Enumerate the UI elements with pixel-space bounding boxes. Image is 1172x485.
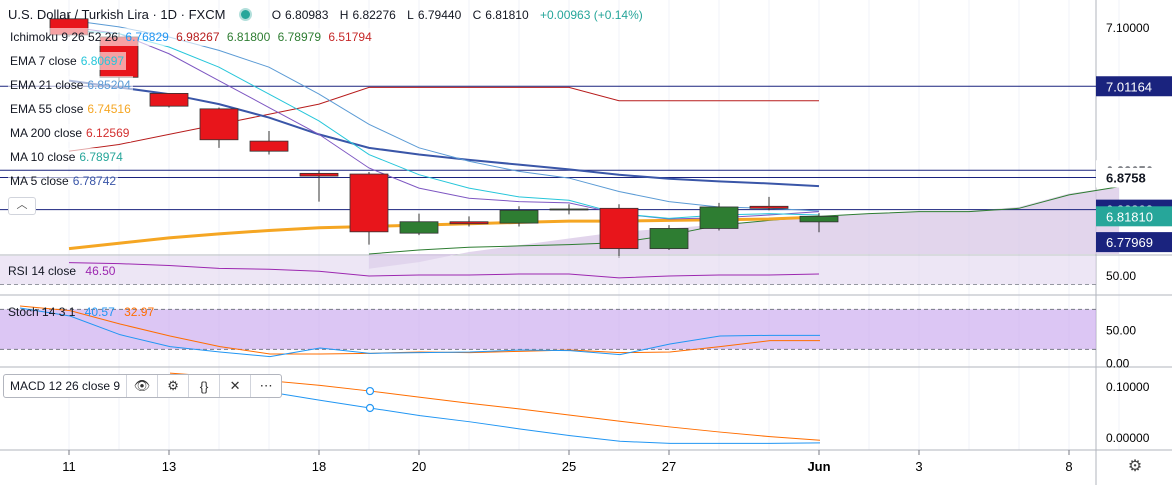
price-tag	[1096, 206, 1172, 227]
macd-tick-label: 0.00000	[1106, 431, 1150, 445]
legend-ema55[interactable]: EMA 55 close 6.74516	[8, 100, 133, 118]
macd-signal-marker	[365, 386, 375, 396]
candle-body	[199, 108, 239, 141]
macd-label: MACD 12 26 close 9	[10, 379, 121, 393]
ema21-line	[68, 19, 820, 212]
chart-settings-gear-icon[interactable]: ⚙	[1127, 458, 1143, 475]
stoch-tick-label: 0.00	[1106, 357, 1130, 371]
open-value: 6.80983	[285, 8, 329, 22]
more-icon[interactable]: ⋯	[250, 375, 281, 397]
ma10-line	[68, 79, 820, 188]
price-tag	[1096, 76, 1172, 97]
x-tick-label: 27	[662, 459, 676, 474]
gear-icon[interactable]: ⚙	[157, 375, 188, 397]
x-tick-label: 18	[312, 459, 326, 474]
low-value: 6.79440	[417, 8, 462, 22]
symbol-title[interactable]: U.S. Dollar / Turkish Lira · 1D · FXCM	[8, 7, 226, 22]
close-icon[interactable]: ✕	[219, 375, 250, 397]
macd-marker	[365, 403, 375, 413]
ema55-line	[68, 215, 820, 251]
legend-ema7[interactable]: EMA 7 close 6.80697	[8, 52, 127, 70]
x-tick-label: 20	[412, 459, 426, 474]
price-tick-label: 7.10000	[1106, 21, 1150, 35]
ichimoku-cloud	[369, 186, 1119, 269]
macd-tick-label: 0.10000	[1106, 380, 1150, 394]
ma5-line	[68, 26, 820, 220]
candle-body	[249, 140, 289, 152]
legend-ma5[interactable]: MA 5 close 6.78742	[8, 172, 119, 190]
macd-legend[interactable]: MACD 12 26 close 9 👁 ⚙ {} ✕ ⋯	[3, 374, 283, 398]
price-tag	[1096, 232, 1172, 253]
price-tag-label: 6.8758	[1106, 171, 1146, 186]
candle-body	[599, 207, 639, 250]
x-tick-label: 11	[62, 459, 76, 474]
ichimoku-kijun-line	[68, 86, 819, 152]
eye-icon[interactable]: 👁	[126, 375, 157, 397]
market-status-icon	[239, 8, 253, 22]
legend-stoch[interactable]: Stoch 14 3 1 40.57 32.97	[8, 305, 155, 319]
legend-ichimoku[interactable]: Ichimoku 9 26 52 26 6.76829 6.98267 6.81…	[8, 28, 374, 46]
ohlc-readout: O 6.80983 H 6.82276 L 6.79440 C 6.81810 +0.0…	[271, 8, 643, 22]
candle-body	[149, 93, 189, 107]
change-value: +0.00963 (+0.14%)	[540, 8, 643, 22]
x-tick-label: 8	[1065, 459, 1072, 474]
candle-body	[399, 221, 439, 234]
stoch-tick-label: 50.00	[1106, 323, 1136, 337]
close-value: 6.81810	[485, 8, 529, 22]
stoch-d-line	[19, 305, 820, 355]
legend-rsi[interactable]: RSI 14 close 46.50	[8, 264, 116, 278]
collapse-legend-button[interactable]: ︿	[8, 197, 36, 215]
candle-body	[699, 206, 739, 229]
x-tick-label: 13	[162, 459, 176, 474]
x-tick-label: 25	[562, 459, 576, 474]
rsi-tick-label: 50.00	[1106, 269, 1136, 283]
price-tag	[1096, 167, 1172, 188]
stoch-k-line	[19, 307, 820, 358]
legend-ema21[interactable]: EMA 21 close 6.85204	[8, 76, 133, 94]
candle-body	[449, 221, 489, 225]
price-tag-label: 6.81810	[1106, 209, 1153, 224]
rsi-line	[68, 262, 820, 279]
candle-body	[299, 172, 339, 177]
candle-body	[499, 209, 539, 224]
candle-body	[649, 228, 689, 250]
braces-icon[interactable]: {}	[188, 375, 219, 397]
candle-body	[349, 173, 389, 233]
ema7-line	[68, 29, 820, 219]
legend-ma10[interactable]: MA 10 close 6.78974	[8, 148, 125, 166]
x-tick-label: 3	[915, 459, 922, 474]
price-tag-label: 6.77969	[1106, 235, 1153, 250]
high-value: 6.82276	[352, 8, 396, 22]
legend-ma200[interactable]: MA 200 close 6.12569	[8, 124, 132, 142]
stoch-band	[0, 309, 1096, 350]
candle-body	[749, 205, 789, 209]
candle-body	[549, 208, 589, 211]
candle-body	[799, 215, 839, 223]
ichimoku-lagging-line	[368, 186, 1120, 255]
x-tick-label: Jun	[807, 459, 830, 474]
symbol-header: U.S. Dollar / Turkish Lira · 1D · FXCM O…	[8, 6, 647, 24]
price-tag-label: 7.01164	[1106, 79, 1152, 94]
rsi-band	[0, 256, 1096, 285]
